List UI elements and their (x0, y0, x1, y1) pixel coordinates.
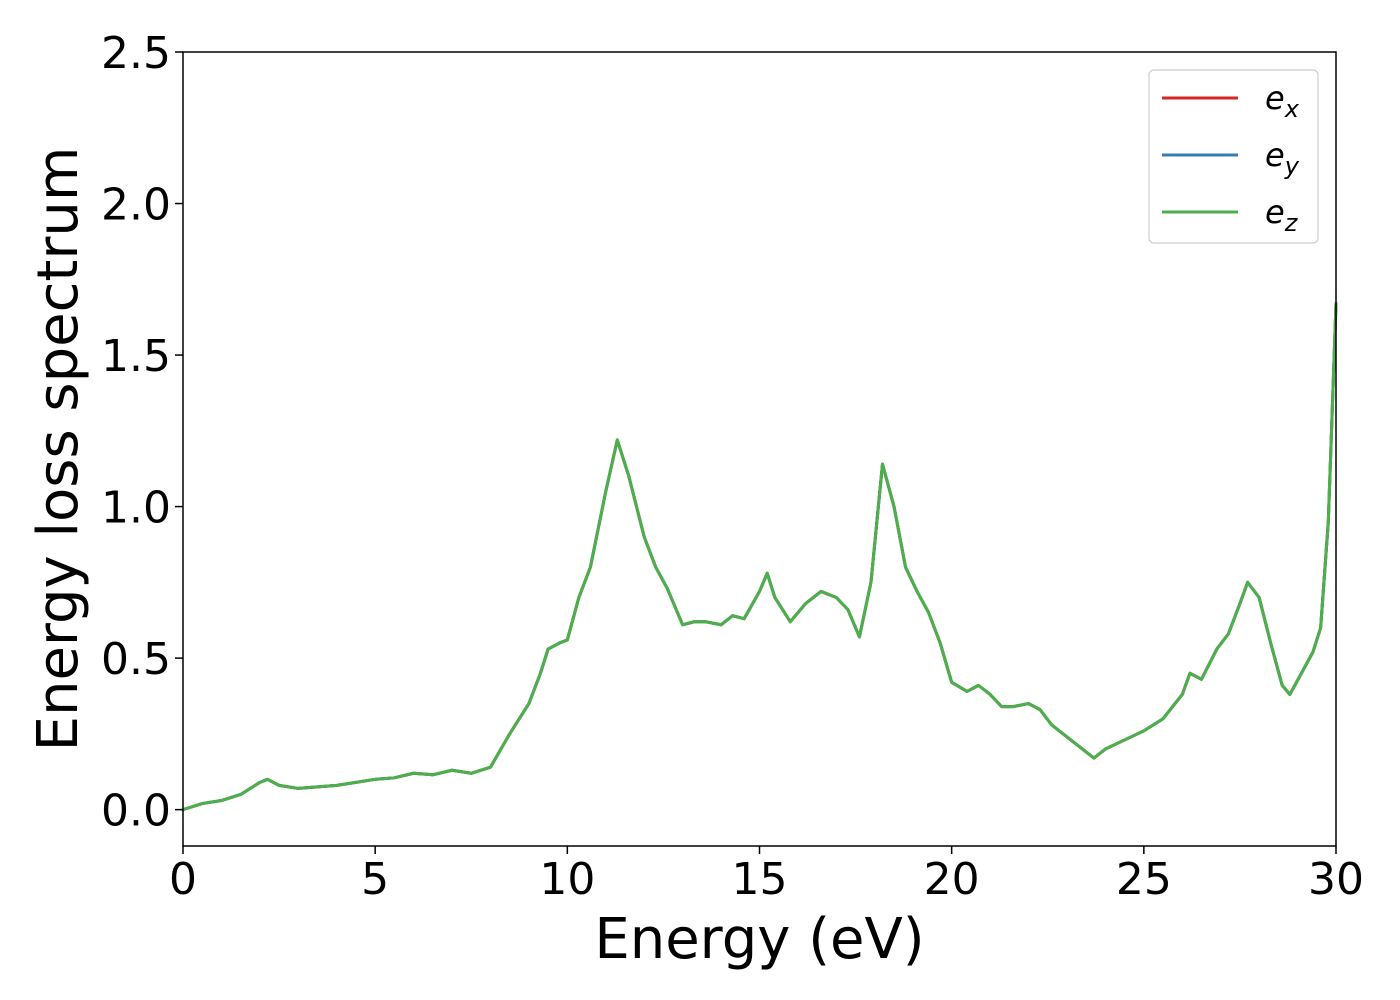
y-tick-label: 1.0 (101, 483, 171, 534)
legend-label-base: e (1265, 79, 1285, 117)
y-tick-label: 2.0 (101, 180, 171, 231)
x-tick-label: 15 (732, 854, 788, 905)
legend-label-z: ez (1265, 193, 1299, 237)
x-tick-label: 30 (1308, 854, 1364, 905)
x-axis-title: Energy (eV) (594, 907, 924, 972)
y-tick-label: 2.5 (101, 28, 171, 79)
x-axis-ticks: 0 5 10 15 20 25 30 (169, 846, 1364, 905)
x-tick-label: 5 (361, 854, 389, 905)
x-tick-label: 10 (539, 854, 595, 905)
series-layer (181, 302, 1338, 812)
legend-label-base: e (1265, 136, 1285, 174)
x-tick-label: 20 (924, 854, 980, 905)
x-tick-label: 0 (169, 854, 197, 905)
legend-label-subscript: y (1284, 152, 1300, 180)
y-tick-label: 0.5 (101, 634, 171, 685)
legend-label-subscript: z (1284, 209, 1299, 237)
x-tick-label: 25 (1116, 854, 1172, 905)
y-tick-label: 0.0 (101, 786, 171, 837)
legend-label-base: e (1265, 193, 1285, 231)
y-axis-ticks: 0.0 0.5 1.0 1.5 2.0 2.5 (101, 28, 183, 837)
y-tick-label: 1.5 (101, 331, 171, 382)
series-line-ez (181, 302, 1338, 812)
y-axis-title: Energy loss spectrum (26, 147, 91, 752)
legend-label-subscript: x (1284, 95, 1300, 123)
legend-label-y: ey (1265, 136, 1300, 180)
legend-label-x: ex (1265, 79, 1300, 123)
